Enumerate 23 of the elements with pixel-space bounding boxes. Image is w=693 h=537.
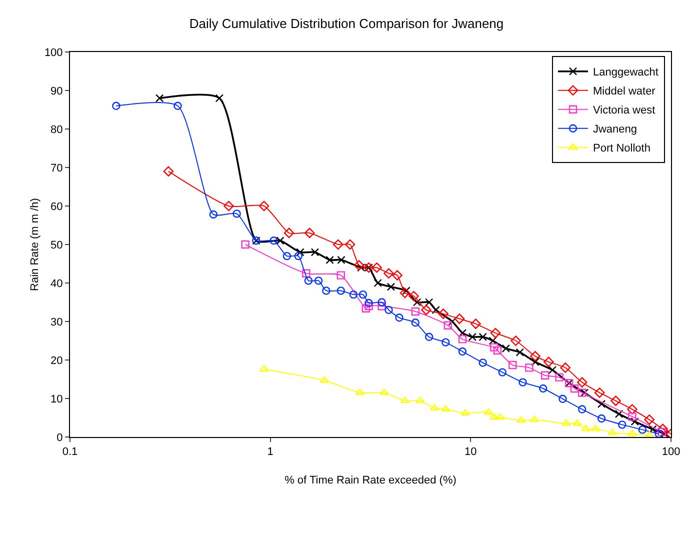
legend-label: Port Nolloth bbox=[592, 142, 650, 155]
y-tick-label: 100 bbox=[44, 46, 63, 59]
y-tick-label: 30 bbox=[50, 316, 63, 328]
y-tick-label: 80 bbox=[50, 124, 63, 136]
chart-title: Daily Cumulative Distribution Comparison for Jwaneng bbox=[189, 16, 504, 31]
y-tick-label: 0 bbox=[56, 432, 63, 444]
legend-label: Langgewacht bbox=[592, 66, 658, 79]
x-tick-label: 10 bbox=[464, 446, 477, 458]
x-tick-label: 100 bbox=[662, 446, 680, 458]
y-tick-label: 60 bbox=[50, 200, 63, 213]
y-tick-label: 90 bbox=[50, 85, 63, 98]
y-tick-label: 20 bbox=[50, 354, 63, 367]
y-tick-label: 70 bbox=[50, 162, 63, 174]
legend-label: Middel water bbox=[592, 86, 656, 98]
y-tick-label: 50 bbox=[50, 239, 63, 252]
legend-label: Victoria west bbox=[592, 104, 656, 117]
y-tick-label: 10 bbox=[50, 393, 63, 406]
x-axis-title: % of Time Rain Rate exceeded (%) bbox=[284, 474, 456, 486]
y-tick-label: 40 bbox=[50, 278, 63, 290]
x-tick-label: 1 bbox=[267, 446, 274, 458]
x-tick-label: 0.1 bbox=[62, 446, 78, 458]
y-axis-title: Rain Rate (m m /h) bbox=[29, 198, 41, 291]
legend-label: Jwaneng bbox=[592, 124, 638, 136]
